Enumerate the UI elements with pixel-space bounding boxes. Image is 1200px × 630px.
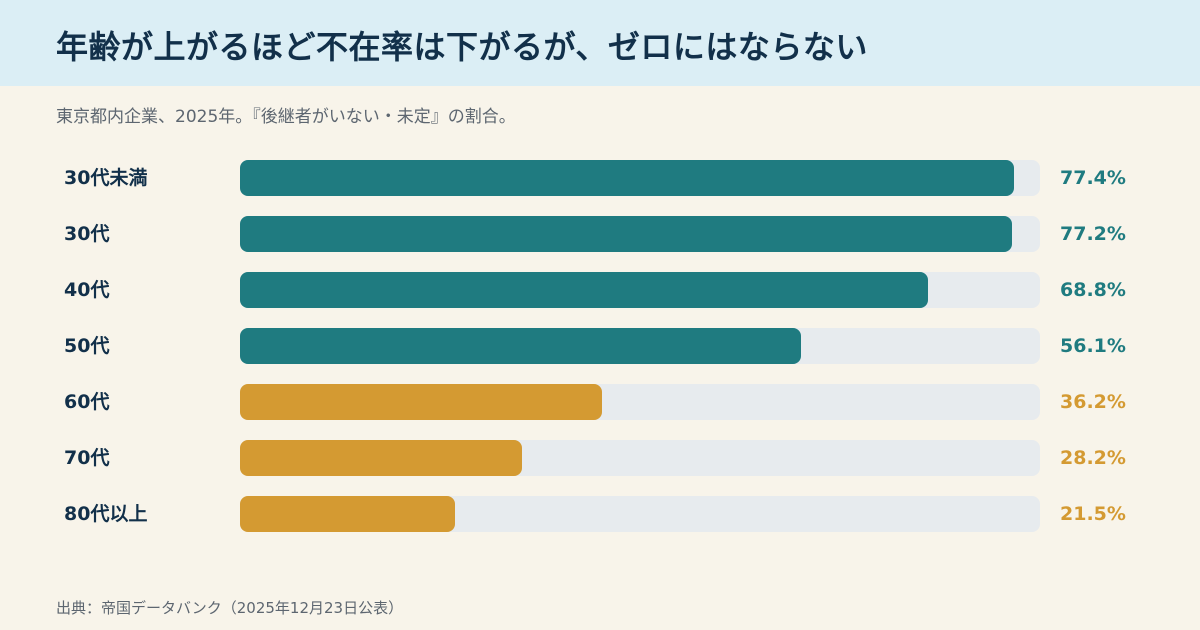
category-label: 70代 (64, 447, 110, 469)
source-note: 出典：帝国データバンク（2025年12月23日公表） (56, 599, 404, 617)
chart-title: 年齢が上がるほど不在率は下がるが、ゼロにはならない (56, 28, 868, 66)
value-label: 56.1% (1060, 335, 1126, 357)
bar (240, 440, 522, 476)
value-label: 36.2% (1060, 391, 1126, 413)
value-label: 77.4% (1060, 167, 1126, 189)
bar (240, 328, 801, 364)
header-banner: 年齢が上がるほど不在率は下がるが、ゼロにはならない (0, 0, 1200, 86)
bar-row: 30代未満 77.4% (0, 160, 1200, 196)
category-label: 60代 (64, 391, 110, 413)
bar-row: 60代 36.2% (0, 384, 1200, 420)
bar (240, 272, 928, 308)
value-label: 68.8% (1060, 279, 1126, 301)
bar (240, 160, 1014, 196)
bar-row: 50代 56.1% (0, 328, 1200, 364)
bar-track (240, 496, 1040, 532)
category-label: 30代未満 (64, 167, 148, 189)
bar-track (240, 384, 1040, 420)
bar (240, 496, 455, 532)
bar-track (240, 216, 1040, 252)
category-label: 80代以上 (64, 503, 148, 525)
value-label: 21.5% (1060, 503, 1126, 525)
value-label: 28.2% (1060, 447, 1126, 469)
bar-track (240, 328, 1040, 364)
bar-track (240, 272, 1040, 308)
bar-row: 70代 28.2% (0, 440, 1200, 476)
chart-subtitle: 東京都内企業、2025年。『後継者がいない・未定』の割合。 (56, 107, 516, 127)
bar-row: 40代 68.8% (0, 272, 1200, 308)
bar (240, 216, 1012, 252)
bar-row: 30代 77.2% (0, 216, 1200, 252)
category-label: 50代 (64, 335, 110, 357)
bar-track (240, 440, 1040, 476)
bar-track (240, 160, 1040, 196)
category-label: 30代 (64, 223, 110, 245)
value-label: 77.2% (1060, 223, 1126, 245)
bar-row: 80代以上 21.5% (0, 496, 1200, 532)
category-label: 40代 (64, 279, 110, 301)
bar (240, 384, 602, 420)
